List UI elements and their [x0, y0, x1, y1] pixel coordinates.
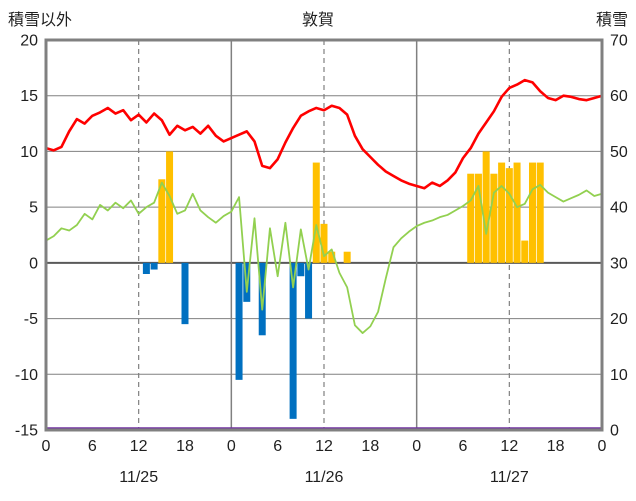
orange-bars [482, 151, 490, 263]
left-tick-label: -15 [15, 423, 38, 440]
plot-border [44, 38, 604, 432]
orange-bars [521, 240, 529, 263]
x-tick-label: 0 [598, 438, 607, 455]
x-tick-label: 12 [500, 438, 518, 455]
x-tick-label: 0 [412, 438, 421, 455]
x-tick-label: 12 [130, 438, 148, 455]
x-tick-label: 6 [88, 438, 97, 455]
orange-bars [467, 173, 475, 263]
blue-bars [297, 262, 305, 277]
left-axis-title: 積雪以外 [8, 12, 73, 29]
orange-bars [536, 162, 544, 263]
x-tick-label: 12 [315, 438, 333, 455]
orange-bars [328, 251, 336, 263]
right-tick-label: 50 [610, 144, 628, 161]
x-tick-label: 0 [227, 438, 236, 455]
left-tick-label: -5 [24, 311, 38, 328]
right-tick-label: 0 [610, 423, 619, 440]
right-axis-title: 積雪 [595, 12, 628, 29]
blue-bars [235, 262, 243, 380]
left-tick-label: -10 [15, 367, 38, 384]
x-tick-label: 18 [176, 438, 194, 455]
orange-bars [158, 179, 166, 263]
orange-bars [513, 162, 521, 263]
orange-bars [490, 173, 498, 263]
green-line [45, 181, 603, 334]
blue-bars [305, 262, 313, 319]
blue-bars [142, 262, 150, 274]
orange-bars [166, 151, 174, 263]
x-tick-label: 0 [42, 438, 51, 455]
left-tick-label: 15 [20, 88, 38, 105]
right-tick-label: 20 [610, 311, 628, 328]
right-tick-label: 40 [610, 200, 628, 217]
left-tick-label: 20 [20, 33, 38, 50]
red-line [44, 78, 604, 190]
day-label: 11/25 [119, 469, 158, 486]
orange-bars [529, 162, 536, 263]
left-tick-label: 5 [29, 200, 38, 217]
right-tick-label: 60 [610, 88, 628, 105]
orange-bars [505, 168, 513, 263]
orange-bars [343, 251, 351, 263]
orange-bars [474, 173, 482, 263]
x-tick-label: 18 [361, 438, 379, 455]
left-tick-label: 0 [29, 255, 38, 272]
x-tick-label: 18 [547, 438, 565, 455]
orange-bars [498, 162, 506, 263]
x-tick-label: 6 [273, 438, 282, 455]
left-tick-label: 10 [20, 144, 38, 161]
right-tick-label: 30 [610, 255, 628, 272]
blue-bars [150, 262, 158, 270]
right-tick-label: 10 [610, 367, 628, 384]
day-label: 11/27 [490, 469, 529, 486]
x-tick-label: 6 [459, 438, 468, 455]
blue-bars [181, 262, 189, 325]
chart-title: 敦賀 [301, 12, 334, 29]
orange-bars [320, 223, 328, 263]
orange-bars [312, 162, 320, 263]
right-tick-label: 70 [610, 33, 628, 50]
blue-bars [289, 262, 297, 419]
day-label: 11/26 [305, 469, 344, 486]
